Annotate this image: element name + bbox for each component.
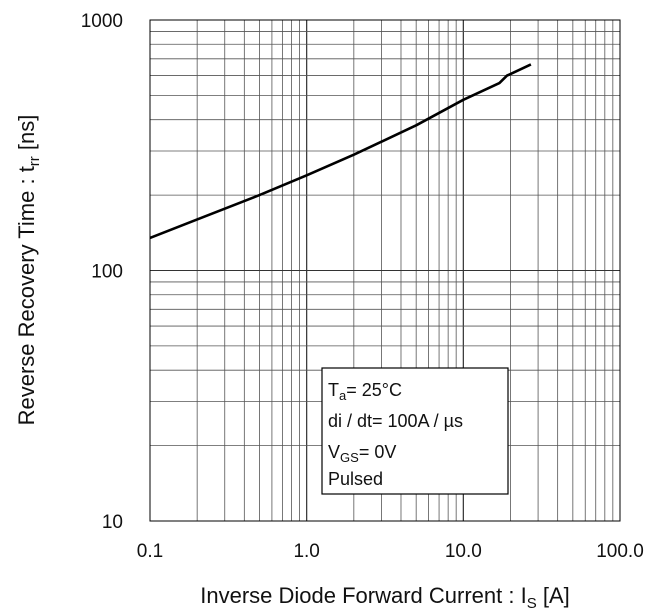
y-axis-title: Reverse Recovery Time : trr [ns] [14,115,43,426]
y-tick-label: 10 [102,512,123,533]
y-tick-label: 1000 [81,11,123,32]
x-axis-title: Inverse Diode Forward Current : IS [A] [200,583,570,612]
legend-line-pulsed: Pulsed [328,469,383,489]
y-tick-labels: 10 100 1000 [81,11,123,533]
legend-frame [321,367,509,495]
legend-line-didt: di / dt= 100A / µs [328,411,463,431]
x-tick-label: 100.0 [596,541,644,562]
series-layer [149,63,532,240]
series-line [149,63,532,240]
y-tick-label: 100 [91,262,123,283]
x-tick-labels: 0.1 1.0 10.0 100.0 [137,541,644,562]
x-tick-label: 10.0 [445,541,482,562]
legend-box: Ta= 25°C di / dt= 100A / µs VGS= 0V Puls… [321,367,509,495]
legend-line-temperature: Ta= 25°C [328,380,402,403]
legend-line-vgs: VGS= 0V [328,442,396,465]
x-tick-label: 0.1 [137,541,163,562]
plot-frame [149,19,621,522]
x-tick-label: 1.0 [293,541,319,562]
